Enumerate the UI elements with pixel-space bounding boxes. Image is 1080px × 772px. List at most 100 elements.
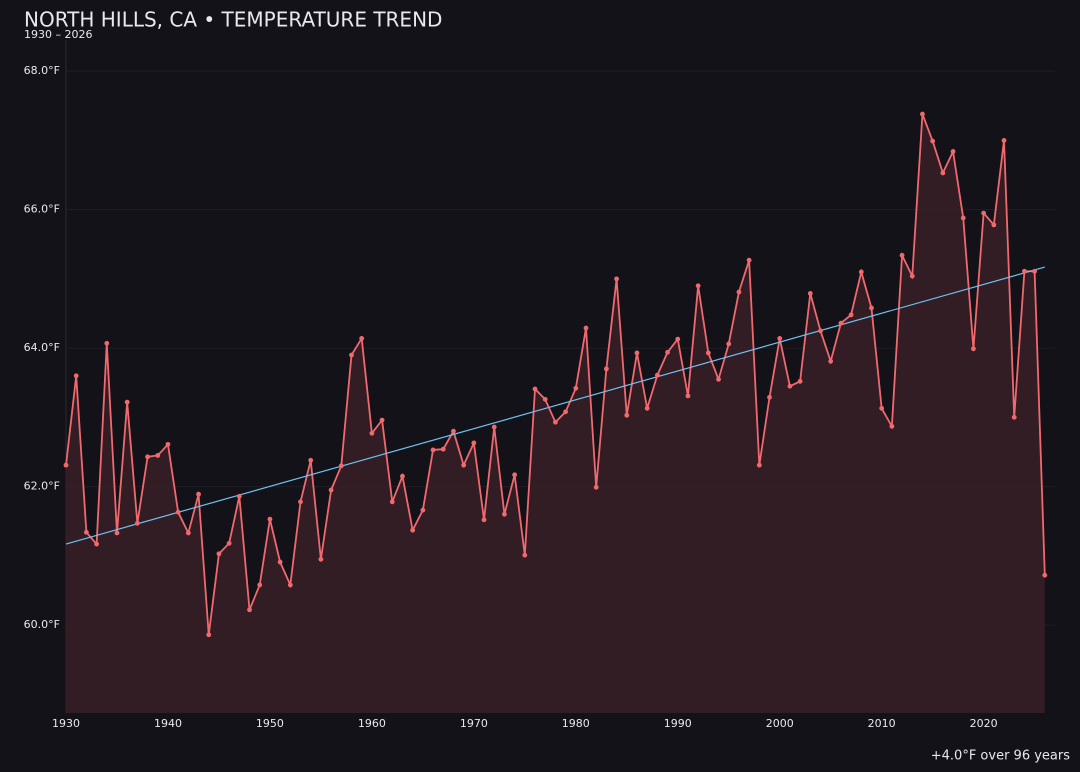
point (563, 409, 568, 415)
x-tick-label: 1980 (562, 717, 590, 730)
point (1011, 414, 1017, 420)
point (318, 556, 324, 562)
point (573, 385, 579, 391)
chart-subtitle: 1930 – 2026 (24, 28, 92, 41)
chart-title: NORTH HILLS, CA • TEMPERATURE TREND (24, 8, 442, 32)
point (226, 540, 232, 546)
point (420, 507, 426, 513)
point (216, 551, 222, 557)
point (512, 472, 518, 478)
y-tick-label: 62.0°F (24, 480, 60, 493)
point (83, 529, 89, 535)
point (950, 149, 956, 154)
point (1001, 137, 1007, 143)
x-tick-label: 2020 (970, 717, 998, 730)
point (1042, 572, 1048, 578)
point (756, 462, 762, 468)
point (522, 552, 528, 558)
point (736, 289, 742, 295)
point (818, 328, 823, 334)
point (369, 430, 375, 436)
point (787, 383, 793, 389)
x-tick-label: 1960 (358, 717, 386, 730)
area (66, 114, 1045, 713)
point (797, 378, 803, 384)
point (828, 358, 834, 364)
point (328, 487, 334, 493)
point (869, 305, 874, 311)
point (838, 320, 844, 326)
point (716, 376, 721, 382)
point (155, 453, 161, 458)
point (359, 336, 365, 341)
point (971, 346, 976, 352)
point (889, 423, 895, 429)
point (267, 516, 273, 522)
point (685, 393, 691, 399)
point (338, 463, 344, 469)
y-tick-label: 60.0°F (24, 618, 60, 631)
point (298, 499, 303, 505)
point (634, 350, 640, 356)
x-tick-label: 1930 (52, 717, 80, 730)
point (532, 386, 538, 392)
point (858, 269, 864, 275)
point (124, 399, 130, 405)
point (451, 428, 456, 434)
x-tick-label: 1970 (460, 717, 488, 730)
point (481, 517, 487, 523)
point (960, 215, 966, 221)
point (491, 424, 497, 430)
point (104, 340, 110, 346)
point (542, 396, 548, 402)
point (257, 582, 263, 588)
point (705, 350, 711, 356)
point (410, 527, 416, 533)
point (94, 541, 99, 547)
x-tick-label: 1990 (664, 717, 692, 730)
point (502, 511, 507, 517)
point (440, 446, 446, 452)
y-tick-label: 64.0°F (24, 341, 60, 354)
point (236, 493, 242, 499)
point (624, 412, 630, 418)
trend-line (65, 266, 1045, 545)
point (807, 291, 813, 296)
point (553, 419, 558, 425)
point (196, 491, 201, 497)
point (73, 373, 79, 379)
point (909, 273, 915, 279)
x-tick-label: 2010 (868, 717, 896, 730)
y-tick-label: 68.0°F (24, 64, 60, 77)
point (1022, 268, 1027, 274)
point (206, 632, 212, 638)
trend-annotation: +4.0°F over 96 years (931, 749, 1070, 764)
y-tick-label: 66.0°F (24, 203, 60, 216)
point (767, 394, 772, 400)
point (185, 530, 191, 536)
point (349, 352, 354, 358)
point (920, 111, 925, 117)
point (63, 462, 69, 468)
x-tick-label: 1950 (256, 717, 284, 730)
point (603, 366, 609, 372)
point (308, 457, 314, 463)
point (899, 252, 905, 258)
point (981, 210, 987, 216)
point (593, 484, 599, 490)
point (379, 417, 385, 423)
point (777, 336, 783, 341)
x-tick-label: 2000 (766, 717, 794, 730)
point (695, 283, 701, 289)
point (277, 559, 283, 565)
point (991, 222, 997, 228)
point (644, 405, 650, 411)
point (726, 341, 732, 347)
point (247, 607, 252, 613)
point (134, 520, 140, 526)
point (879, 405, 885, 411)
point (848, 312, 854, 318)
point (930, 138, 936, 144)
point (665, 349, 670, 355)
